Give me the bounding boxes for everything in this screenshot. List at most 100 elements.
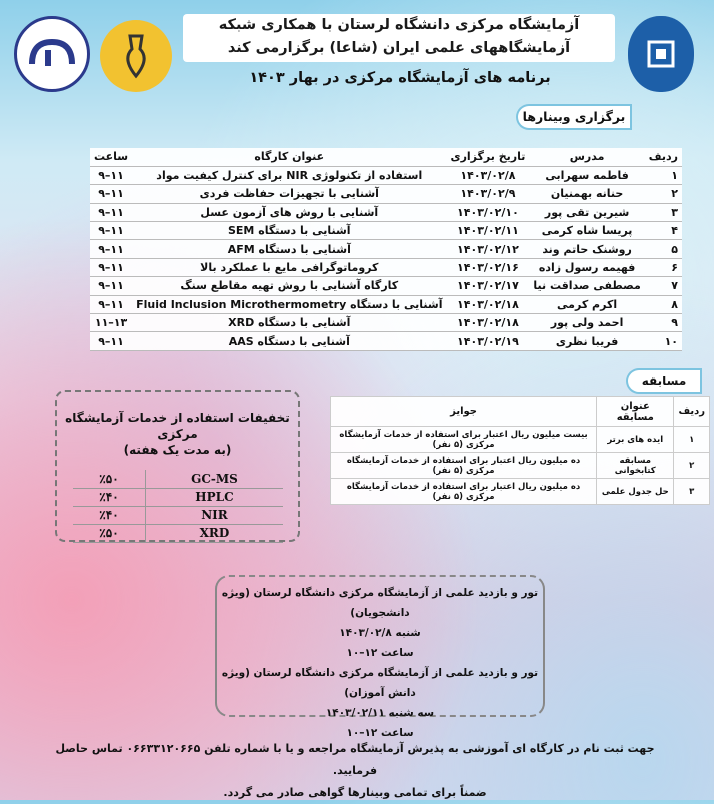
- table-cell: فهیمه رسول زاده: [529, 258, 645, 278]
- table-cell: ۹–۱۱: [90, 258, 133, 278]
- table-cell: استفاده از تکنولوژی NIR برای کنترل کیفیت…: [132, 166, 447, 186]
- table-cell: روشنک حاتم وند: [529, 239, 645, 259]
- table-row: ۱ فاطمه سهرابی ۱۴۰۳/۰۲/۸ استفاده از تکنولوژ…: [90, 166, 683, 186]
- footer: جهت ثبت نام در کارگاه ای آموزشی به پذیرش…: [40, 738, 670, 804]
- table-cell: ۱۴۰۳/۰۲/۱۹: [446, 331, 530, 351]
- discounts-subtitle: (به مدت یک هفته): [123, 443, 232, 457]
- table-cell: مصطفی صداقت نیا: [529, 276, 645, 296]
- discounts-title: تخفیفات استفاده از خدمات آزمایشگاه مرکزی: [65, 411, 290, 441]
- table-cell: ۶: [644, 258, 683, 278]
- table-cell: آشنایی با روش های آزمون عسل: [132, 203, 447, 223]
- table-row: HPLC ٪۴۰: [72, 488, 283, 507]
- column-header: عنوان کارگاه: [132, 148, 447, 167]
- footer-line2: ضمناً برای تمامی وبینارها گواهی صادر می …: [223, 786, 487, 799]
- table-row: GC-MS ٪۵۰: [72, 470, 283, 489]
- table-cell: ۱۴۰۳/۰۲/۱۲: [446, 239, 530, 259]
- table-cell: ۹–۱۱: [90, 295, 133, 315]
- column-header: ردیف: [673, 396, 710, 427]
- table-cell: ۱۴۰۳/۰۲/۱۰: [446, 203, 530, 223]
- table-cell: ۱۴۰۳/۰۲/۹: [446, 184, 530, 204]
- table-cell: فریبا نظری: [529, 331, 645, 351]
- table-cell: آشنایی با دستگاه AAS: [132, 331, 447, 351]
- table-cell: آشنایی با تجهیزات حفاظت فردی: [132, 184, 447, 204]
- table-cell: ایده های برتر: [596, 426, 675, 453]
- instrument-name: HPLC: [145, 488, 283, 507]
- table-cell: اکرم کرمی: [529, 295, 645, 315]
- table-cell: مسابقه کتابخوانی: [596, 452, 675, 479]
- table-cell: ۸: [644, 295, 683, 315]
- table-row: ۸ اکرم کرمی ۱۴۰۳/۰۲/۱۸ آشنایی با دستگاه Flu…: [90, 295, 683, 315]
- table-cell: ۹–۱۱: [90, 221, 133, 241]
- table-cell: ۱۱–۱۳: [90, 313, 133, 333]
- table-cell: ۲: [673, 452, 710, 479]
- table-row: ۳ شیرین تقی پور ۱۴۰۳/۰۲/۱۰ آشنایی با روش ها…: [90, 203, 683, 223]
- table-cell: ده میلیون ریال اعتبار برای استفاده از خد…: [329, 478, 598, 505]
- table-cell: احمد ولی پور: [529, 313, 645, 333]
- table-cell: ۱۰: [644, 331, 683, 351]
- discount-value: ٪۵۰: [72, 524, 146, 543]
- table-row: ۲ مسابقه کتابخوانی ده میلیون ریال اعتبار ب…: [329, 452, 710, 479]
- table-cell: شیرین تقی پور: [529, 203, 645, 223]
- webinars-table: ردیف مدرس تاریخ برگزاری عنوان کارگاه ساعت ۱ فا…: [90, 148, 683, 351]
- table-row: ۲ حنانه بهمنیان ۱۴۰۳/۰۲/۹ آشنایی با تجهیزات…: [90, 184, 683, 204]
- table-row: ۱۰ فریبا نظری ۱۴۰۳/۰۲/۱۹ آشنایی با دستگاه A…: [90, 331, 683, 351]
- table-cell: فاطمه سهرابی: [529, 166, 645, 186]
- table-cell: ۹–۱۱: [90, 203, 133, 223]
- table-cell: ۳: [644, 203, 683, 223]
- table-cell: آشنایی با دستگاه AFM: [132, 239, 447, 259]
- footer-line1: جهت ثبت نام در کارگاه ای آموزشی به پذیرش…: [55, 742, 655, 777]
- table-cell: ۹–۱۱: [90, 184, 133, 204]
- table-cell: ۷: [644, 276, 683, 296]
- column-header: عنوان مسابقه: [596, 396, 675, 427]
- page-subtitle: برنامه های آزمایشگاه مرکزی در بهار ۱۴۰۳: [249, 70, 551, 86]
- instrument-name: XRD: [145, 524, 283, 543]
- table-cell: ۹–۱۱: [90, 166, 133, 186]
- table-cell: ۴: [644, 221, 683, 241]
- discount-value: ٪۴۰: [72, 488, 146, 507]
- header-line2: آزمایشگاههای علمی ایران (شاعا) برگزارمی …: [227, 40, 571, 56]
- instrument-name: NIR: [145, 506, 283, 525]
- table-cell: آشنایی با دستگاه Fluid Inclusion Microth…: [132, 295, 447, 315]
- table-row: ۴ پریسا شاه کرمی ۱۴۰۳/۰۲/۱۱ آشنایی با دستگا…: [90, 221, 683, 241]
- table-cell: ۱: [644, 166, 683, 186]
- discount-value: ٪۵۰: [72, 470, 146, 489]
- column-header: جوایز: [329, 396, 598, 427]
- tour-line: تور و بازدید علمی از آزمایشگاه مرکزی دان…: [221, 667, 539, 699]
- competition-table: ردیف عنوان مسابقه جوایز ۱ ایده های برتر بیست …: [329, 396, 710, 505]
- instrument-name: GC-MS: [145, 470, 283, 489]
- table-cell: ۲: [644, 184, 683, 204]
- table-cell: آشنایی با دستگاه SEM: [132, 221, 447, 241]
- table-cell: ۱۴۰۳/۰۲/۸: [446, 166, 530, 186]
- tour-line: ساعت ۱۲–۱۰: [346, 727, 414, 739]
- table-row: XRD ٪۵۰: [72, 524, 283, 543]
- tour-line: سه شنبه ۱۴۰۳/۰۲/۱۱: [325, 707, 435, 719]
- table-row: ۷ مصطفی صداقت نیا ۱۴۰۳/۰۲/۱۷ کارگاه آشنایی …: [90, 276, 683, 296]
- tour-line: شنبه ۱۴۰۳/۰۲/۸: [339, 627, 421, 639]
- table-cell: ۱۴۰۳/۰۲/۱۶: [446, 258, 530, 278]
- shaa-network-logo: [100, 20, 172, 92]
- table-cell: کروماتوگرافی مایع با عملکرد بالا: [132, 258, 447, 278]
- webinars-label: برگزاری وبینارها: [518, 106, 630, 128]
- table-row: ۳ حل جدول علمی ده میلیون ریال اعتبار برای …: [329, 478, 710, 505]
- table-row: ۹ احمد ولی پور ۱۴۰۳/۰۲/۱۸ آشنایی با دستگاه …: [90, 313, 683, 333]
- tour-line: تور و بازدید علمی از آزمایشگاه مرکزی دان…: [221, 587, 539, 619]
- table-cell: پریسا شاه کرمی: [529, 221, 645, 241]
- column-header: تاریخ برگزاری: [446, 148, 530, 167]
- table-row: NIR ٪۴۰: [72, 506, 283, 525]
- table-cell: ۹–۱۱: [90, 239, 133, 259]
- table-cell: ۳: [673, 478, 710, 505]
- competition-label: مسابقه: [628, 370, 700, 392]
- tour-box: تور و بازدید علمی از آزمایشگاه مرکزی دان…: [215, 575, 545, 739]
- table-cell: ۵: [644, 239, 683, 259]
- table-cell: ۹: [644, 313, 683, 333]
- table-cell: ۱۴۰۳/۰۲/۱۸: [446, 313, 530, 333]
- table-cell: ۱۴۰۳/۰۲/۱۱: [446, 221, 530, 241]
- discounts-box: تخفیفات استفاده از خدمات آزمایشگاه مرکزی…: [55, 390, 300, 543]
- table-cell: آشنایی با دستگاه XRD: [132, 313, 447, 333]
- discounts-table: GC-MS ٪۵۰ HPLC ٪۴۰ NIR ٪۴۰ XRD ٪۵۰: [72, 470, 283, 543]
- header-box: آزمایشگاه مرکزی دانشگاه لرستان با همکاری…: [183, 14, 615, 62]
- header-line1: آزمایشگاه مرکزی دانشگاه لرستان با همکاری…: [218, 17, 580, 33]
- column-header: ساعت: [90, 148, 133, 167]
- table-cell: حنانه بهمنیان: [529, 184, 645, 204]
- table-cell: ده میلیون ریال اعتبار برای استفاده از خد…: [329, 452, 598, 479]
